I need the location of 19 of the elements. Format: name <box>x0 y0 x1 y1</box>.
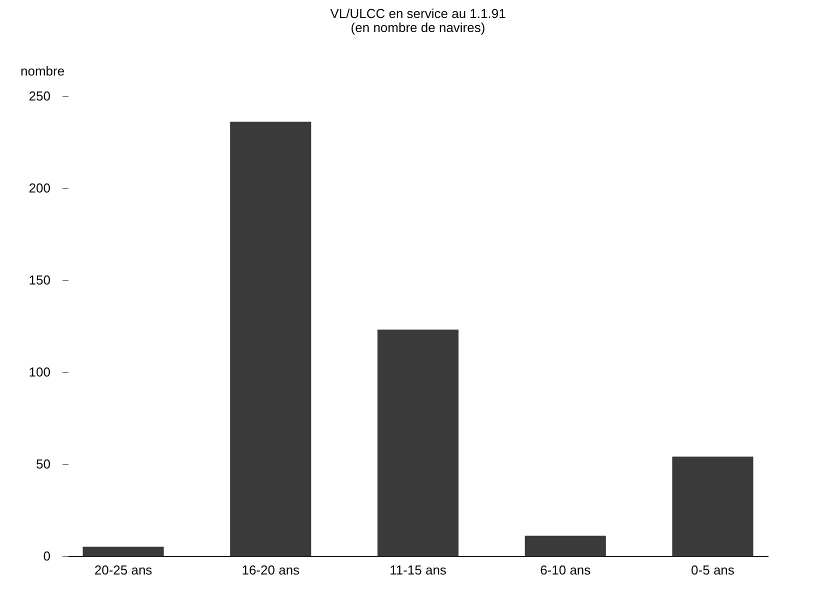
y-axis-title: nombre <box>20 64 65 78</box>
x-tick-label: 11-15 ans <box>390 562 447 578</box>
bar <box>672 456 754 556</box>
chart-title: VL/ULCC en service au 1.1.91 <box>330 6 506 21</box>
bar <box>377 330 459 556</box>
y-tick-label: 150 <box>28 272 50 288</box>
y-tick-label: 200 <box>28 180 50 196</box>
y-tick-label: 50 <box>36 456 50 472</box>
bar <box>524 536 606 556</box>
bar <box>82 546 164 556</box>
bar <box>230 122 312 556</box>
x-tick-label: 20-25 ans <box>94 562 153 578</box>
x-tick-label: 0-5 ans <box>691 562 735 578</box>
y-tick-label: 0 <box>43 548 50 564</box>
y-tick-label: 100 <box>28 364 50 380</box>
x-tick-label: 16-20 ans <box>242 562 300 578</box>
chart-subtitle: (en nombre de navires) <box>350 20 486 35</box>
x-tick-label: 6-10 ans <box>540 562 592 578</box>
y-tick-label: 250 <box>28 88 50 104</box>
